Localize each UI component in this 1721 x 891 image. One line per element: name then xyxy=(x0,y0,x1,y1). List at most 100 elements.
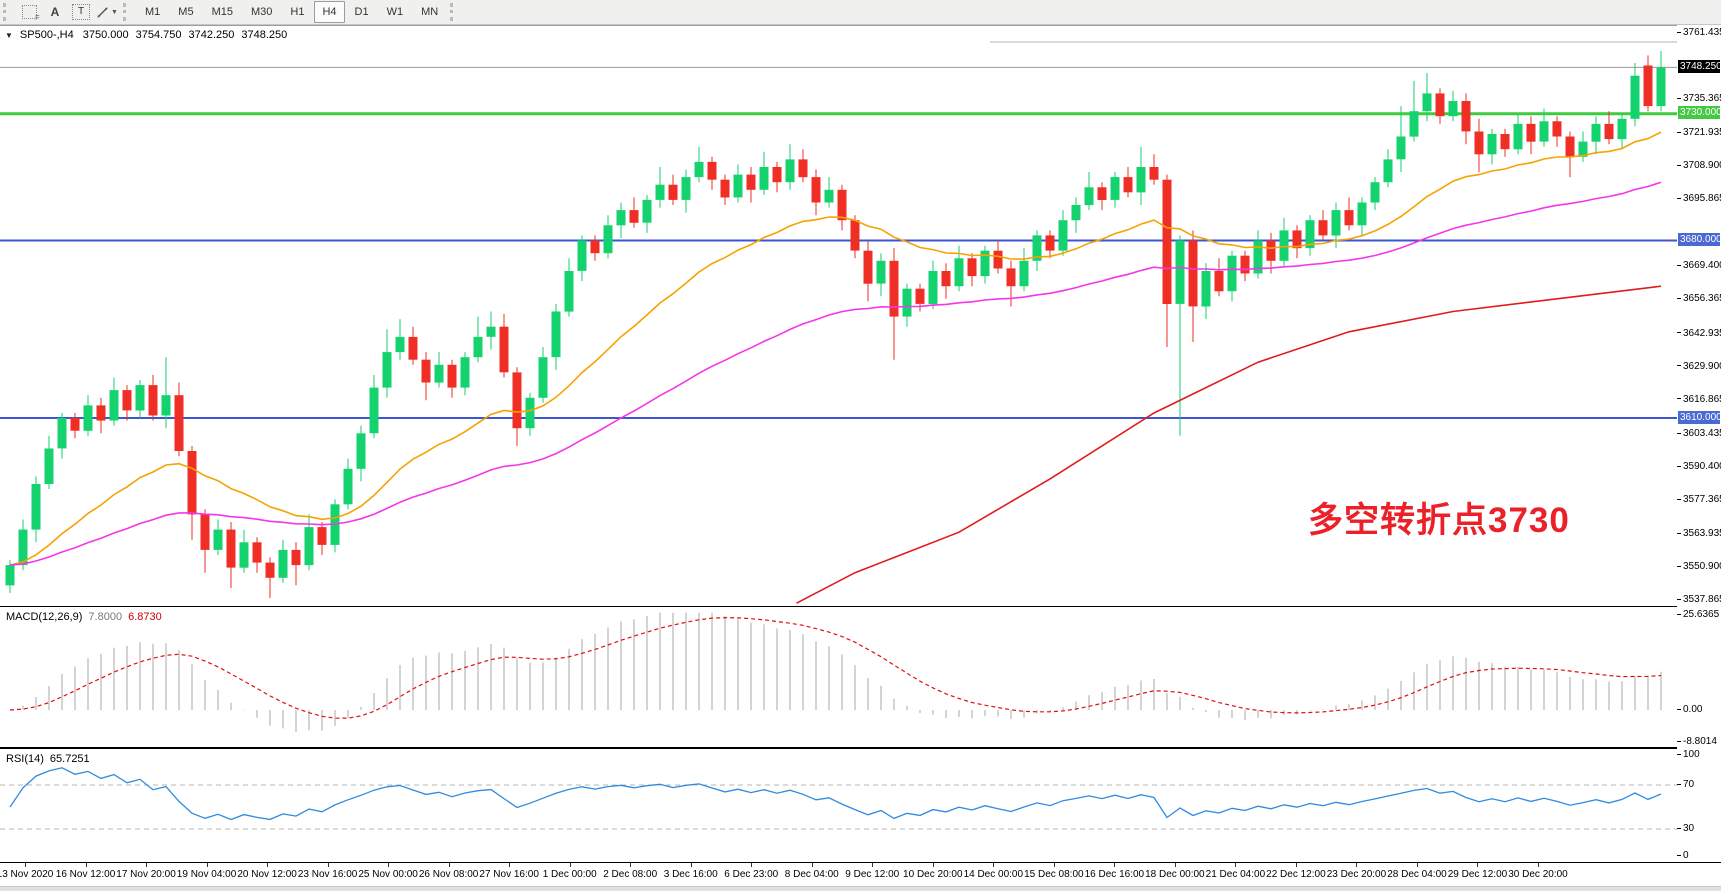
candle-body xyxy=(707,161,717,180)
price-axis[interactable]: 3761.435 3735.365 3721.935 3708.900 3695.865… xyxy=(1677,25,1721,607)
timeframe-button-h1[interactable]: H1 xyxy=(290,6,305,18)
macd-histogram-bar xyxy=(61,674,63,710)
timeframe-button-m1[interactable]: M1 xyxy=(145,6,161,18)
candle-body xyxy=(811,177,821,203)
main-chart-plot[interactable] xyxy=(0,25,1678,608)
macd-histogram-bar xyxy=(568,648,570,710)
time-tick-label: 27 Nov 16:00 xyxy=(479,869,539,880)
candle-body xyxy=(1292,230,1302,249)
macd-histogram-bar xyxy=(1387,688,1389,710)
candle-body xyxy=(343,468,353,505)
toolbar-grip[interactable] xyxy=(450,3,460,21)
macd-histogram-bar xyxy=(1517,666,1519,710)
candle-body xyxy=(1474,131,1484,155)
macd-signal-value: 6.8730 xyxy=(128,611,162,623)
macd-histogram-bar xyxy=(776,628,778,710)
macd-histogram-bar xyxy=(204,679,206,710)
macd-histogram-bar xyxy=(1218,710,1220,718)
candle-body xyxy=(850,220,860,251)
candle-body xyxy=(447,364,457,388)
candle-body xyxy=(317,527,327,545)
candle-body xyxy=(694,161,704,178)
time-tick-label: 25 Nov 00:00 xyxy=(358,869,418,880)
time-axis-tick xyxy=(630,863,632,867)
time-axis[interactable]: 13 Nov 2020 16 Nov 12:00 17 Nov 20:00 19 No… xyxy=(0,862,1721,887)
price-line-box-3748.250: 3748.250 xyxy=(1678,59,1721,73)
timeframe-button-mn[interactable]: MN xyxy=(421,6,439,18)
macd-histogram-bar xyxy=(217,690,219,710)
timeframe-button-h4[interactable]: H4 xyxy=(314,1,345,23)
insert-text-icon[interactable]: T xyxy=(69,1,93,23)
macd-histogram-bar xyxy=(35,697,37,710)
rsi-axis-100: 100 xyxy=(1677,749,1700,761)
time-axis-tick xyxy=(146,863,148,867)
macd-histogram-bar xyxy=(1127,684,1129,710)
macd-histogram-bar xyxy=(893,698,895,710)
price-tick-label: 3563.935 xyxy=(1677,528,1721,540)
price-tick-label: 3669.400 xyxy=(1677,260,1721,272)
candle-body xyxy=(941,271,951,287)
time-axis-tick xyxy=(811,863,813,867)
macd-histogram-bar xyxy=(1036,710,1038,714)
insert-arrow-icon[interactable]: A xyxy=(50,5,60,19)
candle-body xyxy=(564,271,574,312)
macd-histogram-bar xyxy=(191,664,193,710)
macd-histogram-bar xyxy=(243,709,245,711)
time-axis-tick xyxy=(327,863,329,867)
candle-body xyxy=(395,336,405,353)
symbol-period-label: SP500-,H4 xyxy=(19,29,74,41)
candle-body xyxy=(1487,134,1497,155)
macd-histogram-bar xyxy=(1361,700,1363,710)
price-line-box-3680.000: 3680.000 xyxy=(1678,233,1721,247)
candle-body xyxy=(499,326,509,373)
toolbar-grip[interactable] xyxy=(3,3,13,21)
macd-histogram-bar xyxy=(100,653,102,710)
chevron-down-icon[interactable]: ▼ xyxy=(111,8,118,16)
macd-histogram-bar xyxy=(87,658,89,710)
candle-body xyxy=(1227,255,1237,292)
macd-histogram-bar xyxy=(1075,701,1077,710)
macd-histogram-bar xyxy=(581,639,583,710)
rsi-indicator-plot[interactable] xyxy=(0,749,1678,862)
candle-body xyxy=(122,390,132,411)
time-axis-tick xyxy=(1356,863,1358,867)
macd-label: MACD(12,26,9) 7.8000 6.8730 xyxy=(6,611,162,623)
macd-axis[interactable]: 25.6365 0.00 -8.8014 xyxy=(1677,607,1721,749)
candle-body xyxy=(1578,141,1588,157)
candle-body xyxy=(265,562,275,578)
macd-histogram-bar xyxy=(412,657,414,710)
rsi-axis[interactable]: 100 70 30 0 xyxy=(1677,749,1721,862)
mid-ma-line xyxy=(9,181,1662,566)
time-axis-tick xyxy=(1174,863,1176,867)
timeframe-button-m5[interactable]: M5 xyxy=(178,6,194,18)
timeframe-button-d1[interactable]: D1 xyxy=(354,6,369,18)
timeframe-button-w1[interactable]: W1 xyxy=(386,6,404,18)
timeframe-button-m15[interactable]: M15 xyxy=(211,6,233,18)
chart-window-icon[interactable]: F xyxy=(17,1,41,23)
macd-histogram-bar xyxy=(1023,710,1025,718)
macd-histogram-bar xyxy=(1231,710,1233,718)
toolbar-grip[interactable] xyxy=(123,3,133,21)
macd-histogram-bar xyxy=(1660,671,1662,710)
symbol-dropdown-icon[interactable]: ▼ xyxy=(5,30,13,40)
draw-objects-icon[interactable]: ▼ xyxy=(95,1,119,23)
macd-histogram-bar xyxy=(1296,710,1298,715)
candle-body xyxy=(1357,202,1367,226)
candle-body xyxy=(577,240,587,271)
time-axis-tick xyxy=(1416,863,1418,867)
diagonal-arrows-icon xyxy=(97,7,108,17)
candle-body xyxy=(1370,182,1380,203)
timeframe-button-m30[interactable]: M30 xyxy=(250,6,273,18)
candle-body xyxy=(1617,118,1627,140)
macd-indicator-plot[interactable] xyxy=(0,607,1678,749)
candle-body xyxy=(1331,210,1341,236)
time-axis-tick xyxy=(872,863,874,867)
fast-ma-line xyxy=(9,131,1662,566)
macd-histogram-bar xyxy=(932,710,934,715)
macd-histogram-bar xyxy=(1166,693,1168,710)
candle-body xyxy=(83,405,93,431)
macd-histogram-bar xyxy=(880,685,882,710)
macd-histogram-bar xyxy=(1153,679,1155,710)
candle-body xyxy=(18,529,28,566)
candle-body xyxy=(70,418,80,431)
